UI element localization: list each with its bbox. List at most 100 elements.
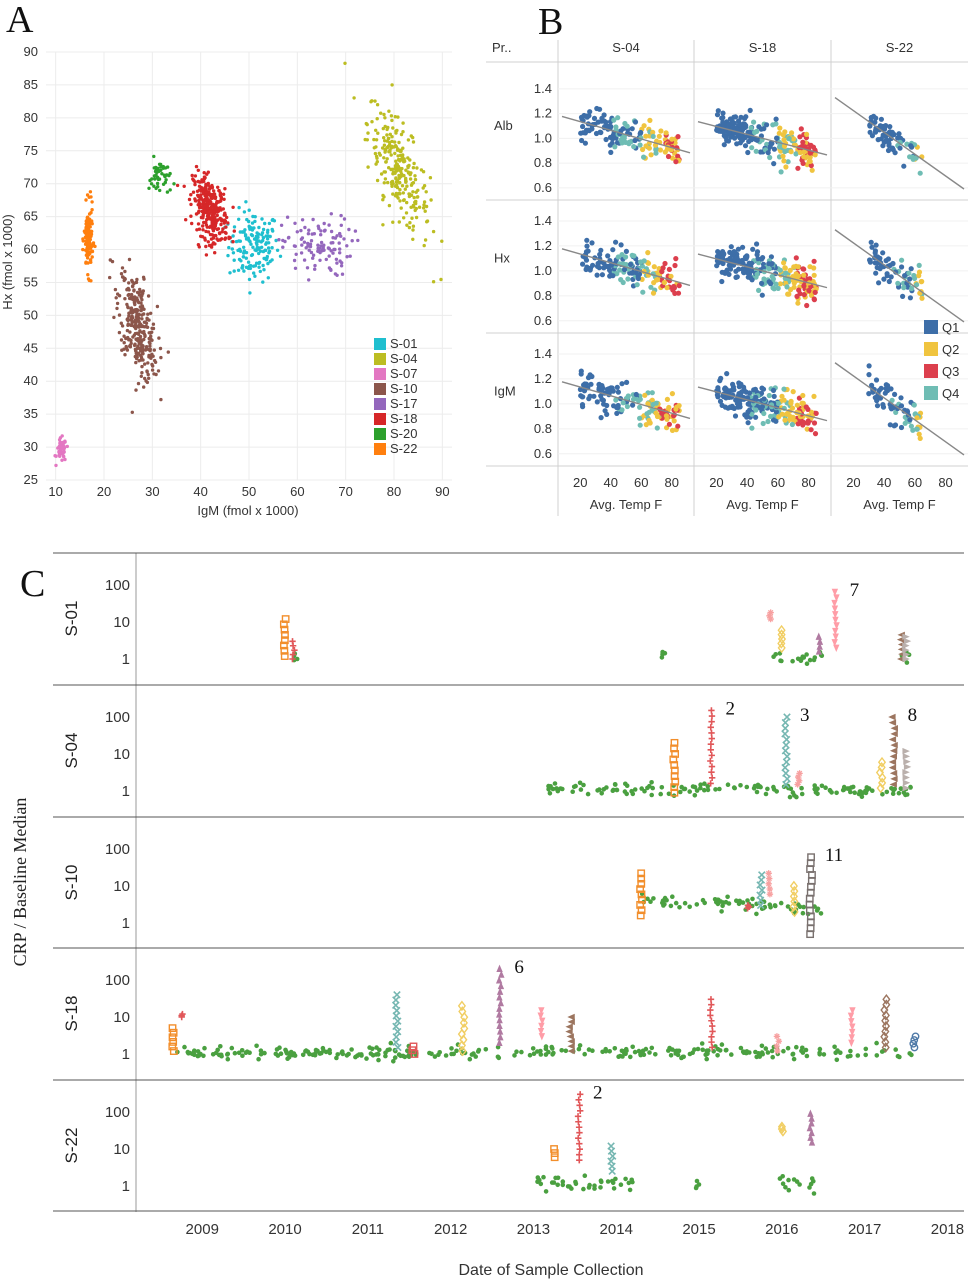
panel-c-marker: [766, 612, 773, 620]
panel-b-point: [874, 264, 880, 271]
panel-a-point: [93, 244, 97, 249]
panel-b-point: [914, 415, 920, 421]
panel-b-point: [755, 256, 761, 262]
panel-c-baseline-point: [549, 1180, 555, 1185]
panel-a-point: [398, 188, 402, 192]
panel-c-baseline-point: [334, 1055, 339, 1061]
panel-a-point: [87, 242, 91, 246]
panel-a-point: [242, 210, 247, 214]
panel-a-point: [139, 348, 143, 352]
panel-a-point: [143, 376, 147, 381]
panel-c-marker: [881, 1036, 890, 1048]
panel-a-point: [147, 353, 151, 358]
panel-a-point: [210, 185, 215, 189]
panel-c-marker: [279, 641, 288, 650]
panel-b-point: [874, 403, 881, 409]
panel-b-point: [754, 241, 760, 247]
panel-b-point: [584, 264, 590, 270]
panel-c-marker: [707, 996, 715, 1003]
panel-b-point: [783, 270, 789, 276]
panel-a-legend-label: S-07: [390, 366, 417, 381]
panel-a-point: [130, 319, 134, 324]
panel-c-x-tick: 2018: [931, 1221, 964, 1238]
panel-a-point: [316, 224, 320, 228]
panel-c-x-tick: 2012: [434, 1221, 467, 1238]
panel-c-baseline-point: [239, 1048, 245, 1053]
panel-a-point: [221, 207, 225, 211]
panel-b-point: [651, 280, 657, 286]
panel-a-point: [156, 185, 160, 189]
panel-a-point: [310, 232, 314, 236]
panel-a-point: [267, 221, 272, 226]
panel-c-baseline-point: [577, 780, 583, 786]
panel-b-point: [641, 154, 647, 160]
panel-a-point: [157, 177, 162, 181]
panel-a-point: [302, 240, 307, 244]
panel-c-baseline-point: [275, 1053, 281, 1058]
panel-c-marker: [497, 981, 505, 990]
panel-c-baseline-point: [218, 1044, 223, 1049]
panel-a-point: [139, 374, 143, 378]
panel-a-point: [387, 143, 392, 147]
panel-b-point: [668, 273, 674, 279]
panel-c-marker: [709, 1028, 716, 1035]
panel-c-marker: [576, 1091, 584, 1098]
panel-a-point: [417, 205, 422, 209]
panel-b-point: [869, 382, 875, 388]
panel-a-point: [120, 275, 125, 279]
panel-b-x-label: Avg. Temp F: [590, 497, 663, 512]
panel-b-point: [628, 261, 634, 267]
panel-b-point: [754, 137, 760, 143]
panel-a-point: [197, 227, 202, 231]
panel-a-point: [242, 251, 246, 255]
panel-b-trend-line: [697, 386, 828, 422]
panel-b-point: [800, 139, 806, 145]
panel-a-point: [257, 225, 261, 230]
panel-c-marker: [903, 637, 912, 645]
panel-c-frame: 2009 2010 2011 2012 2013 2014 2015 2016 2017 2018: [53, 552, 964, 1238]
panel-a-point: [160, 172, 164, 176]
panel-a-point: [115, 306, 119, 311]
panel-c-marker: [758, 886, 766, 894]
panel-a-point: [383, 177, 388, 181]
panel-b-point: [890, 147, 896, 153]
panel-a-point: [234, 239, 239, 244]
panel-a-point: [412, 161, 416, 166]
panel-b-point: [752, 129, 758, 135]
panel-c-marker: [670, 738, 679, 747]
panel-a-point: [395, 148, 400, 152]
panel-c-baseline-point: [763, 1046, 769, 1051]
panel-b-point: [656, 133, 662, 139]
panel-a-point: [300, 243, 304, 247]
panel-a-point: [238, 249, 243, 253]
panel-a-legend-label: S-04: [390, 351, 417, 366]
panel-c-baseline-point: [623, 1176, 628, 1182]
panel-a-legend-swatch: [374, 383, 386, 395]
panel-c-baseline-point: [819, 783, 825, 789]
panel-c-marker: [567, 1047, 575, 1055]
panel-b-point: [641, 258, 647, 264]
panel-b-point: [732, 413, 739, 419]
panel-a-point: [223, 211, 227, 215]
panel-c-marker: [708, 1033, 715, 1040]
panel-c-baseline-point: [687, 789, 692, 794]
panel-c-baseline-point: [717, 786, 722, 792]
panel-a-point: [132, 289, 136, 293]
panel-a-point: [319, 233, 323, 237]
panel-a-point: [137, 320, 141, 324]
panel-a-point: [126, 318, 130, 323]
panel-b-point: [750, 246, 756, 252]
panel-c-marker: [707, 757, 714, 765]
panel-c-baseline-point: [597, 787, 602, 792]
panel-a-point: [406, 138, 411, 142]
panel-c-marker: [773, 1042, 780, 1050]
panel-b-point: [918, 279, 924, 285]
panel-a-point: [218, 193, 222, 197]
panel-b-point: [673, 159, 679, 165]
panel-a-point: [252, 271, 256, 275]
panel-c-marker: [458, 1045, 467, 1057]
panel-a-point: [266, 246, 271, 250]
panel-a-point: [370, 120, 374, 124]
panel-b-point: [866, 372, 872, 378]
panel-a-point: [133, 318, 138, 322]
